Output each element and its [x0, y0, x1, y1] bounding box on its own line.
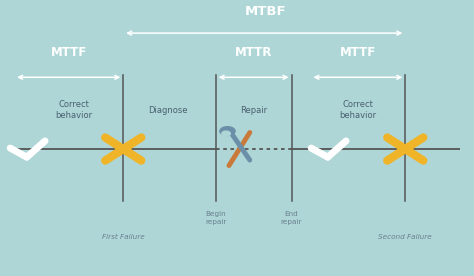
Text: MTBF: MTBF [245, 5, 286, 18]
Text: MTTR: MTTR [235, 46, 272, 59]
Text: Correct
behavior: Correct behavior [339, 100, 376, 120]
Text: First Failure: First Failure [102, 234, 145, 240]
Text: Begin
repair: Begin repair [205, 211, 227, 225]
Text: MTTF: MTTF [340, 46, 376, 59]
Text: Correct
behavior: Correct behavior [55, 100, 92, 120]
Text: MTTF: MTTF [51, 46, 87, 59]
Text: Diagnose: Diagnose [148, 106, 188, 115]
Text: End
repair: End repair [281, 211, 302, 225]
Circle shape [222, 131, 230, 136]
Circle shape [220, 127, 235, 136]
Text: Second Failure: Second Failure [378, 234, 432, 240]
Text: Repair: Repair [240, 106, 267, 115]
